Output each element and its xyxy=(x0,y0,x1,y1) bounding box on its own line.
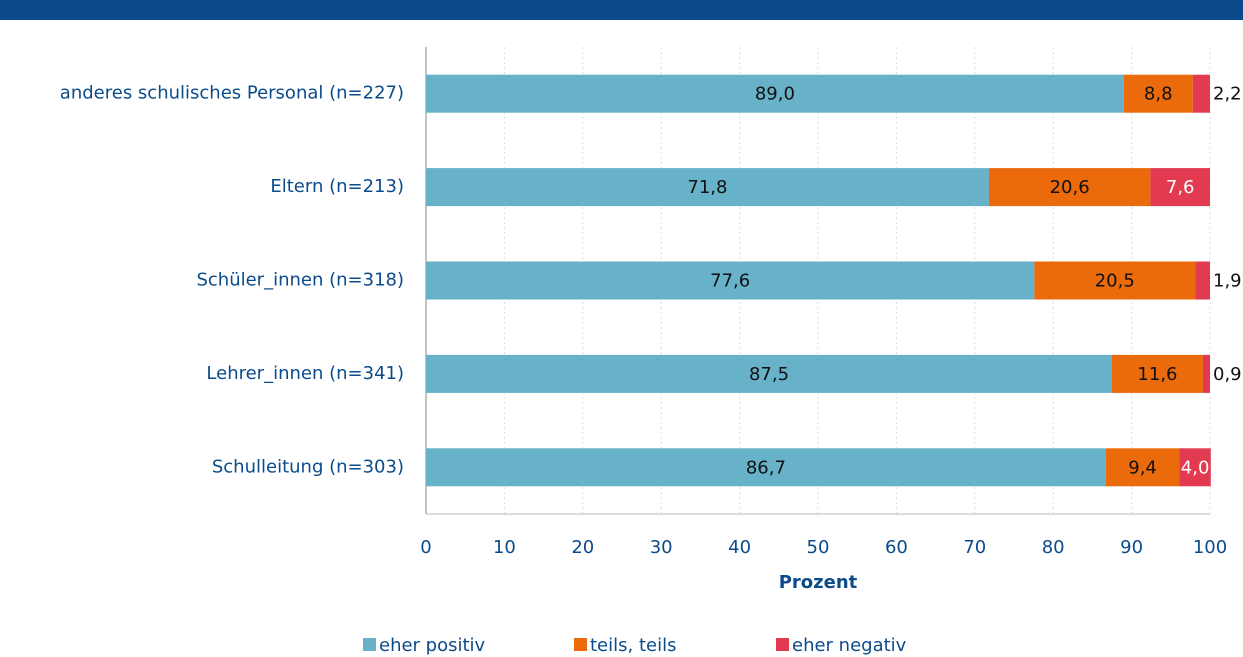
data-label: 89,0 xyxy=(755,84,795,105)
bar-segment xyxy=(1112,354,1203,393)
x-tick-label: 80 xyxy=(1042,537,1065,558)
data-label: 2,2 xyxy=(1213,84,1242,105)
x-tick-label: 50 xyxy=(807,537,830,558)
y-tick-label: anderes schulisches Personal (n=227) xyxy=(60,83,404,104)
bar-segment xyxy=(1034,261,1196,300)
data-label: 20,6 xyxy=(1050,177,1090,198)
legend-swatch xyxy=(363,638,376,651)
legend-swatch xyxy=(776,638,789,651)
x-tick-label: 20 xyxy=(571,537,594,558)
x-tick-label: 100 xyxy=(1193,537,1227,558)
y-tick-label: Schulleitung (n=303) xyxy=(212,456,404,477)
data-label: 9,4 xyxy=(1128,457,1157,478)
data-label: 4,0 xyxy=(1181,457,1210,478)
bar-segment xyxy=(1179,448,1211,487)
legend-label: eher negativ xyxy=(792,635,907,656)
legend-label: teils, teils xyxy=(590,635,676,656)
header-band xyxy=(0,0,1243,20)
bar-segment xyxy=(426,74,1124,113)
bar-segment xyxy=(1195,261,1210,300)
x-tick-label: 0 xyxy=(420,537,431,558)
data-label: 87,5 xyxy=(749,364,789,385)
y-tick-label: Eltern (n=213) xyxy=(270,176,404,197)
legend-label: eher positiv xyxy=(379,635,486,656)
x-tick-label: 10 xyxy=(493,537,516,558)
data-label: 11,6 xyxy=(1137,364,1177,385)
legend-swatch xyxy=(574,638,587,651)
data-label: 77,6 xyxy=(710,271,750,292)
x-tick-label: 60 xyxy=(885,537,908,558)
x-tick-label: 40 xyxy=(728,537,751,558)
bar-segment xyxy=(1123,74,1193,113)
x-tick-label: 90 xyxy=(1120,537,1143,558)
data-label: 8,8 xyxy=(1144,84,1173,105)
x-tick-label: 70 xyxy=(963,537,986,558)
x-axis-label: Prozent xyxy=(779,572,858,593)
data-label: 0,9 xyxy=(1213,364,1242,385)
bar-segment xyxy=(1192,74,1210,113)
x-tick-label: 30 xyxy=(650,537,673,558)
bar-segment xyxy=(1150,168,1210,207)
y-tick-label: Lehrer_innen (n=341) xyxy=(206,363,404,384)
data-label: 7,6 xyxy=(1166,177,1195,198)
bar-segment xyxy=(1105,448,1180,487)
bar-segment xyxy=(426,354,1112,393)
bar-segment xyxy=(426,448,1106,487)
bar-segment xyxy=(1202,354,1210,393)
bar-segment xyxy=(426,261,1035,300)
bar-segment xyxy=(426,168,989,207)
data-label: 71,8 xyxy=(687,177,727,198)
data-label: 86,7 xyxy=(746,457,786,478)
bar-segment xyxy=(988,168,1151,207)
y-tick-label: Schüler_innen (n=318) xyxy=(196,270,404,291)
data-label: 20,5 xyxy=(1095,271,1135,292)
data-label: 1,9 xyxy=(1213,271,1242,292)
